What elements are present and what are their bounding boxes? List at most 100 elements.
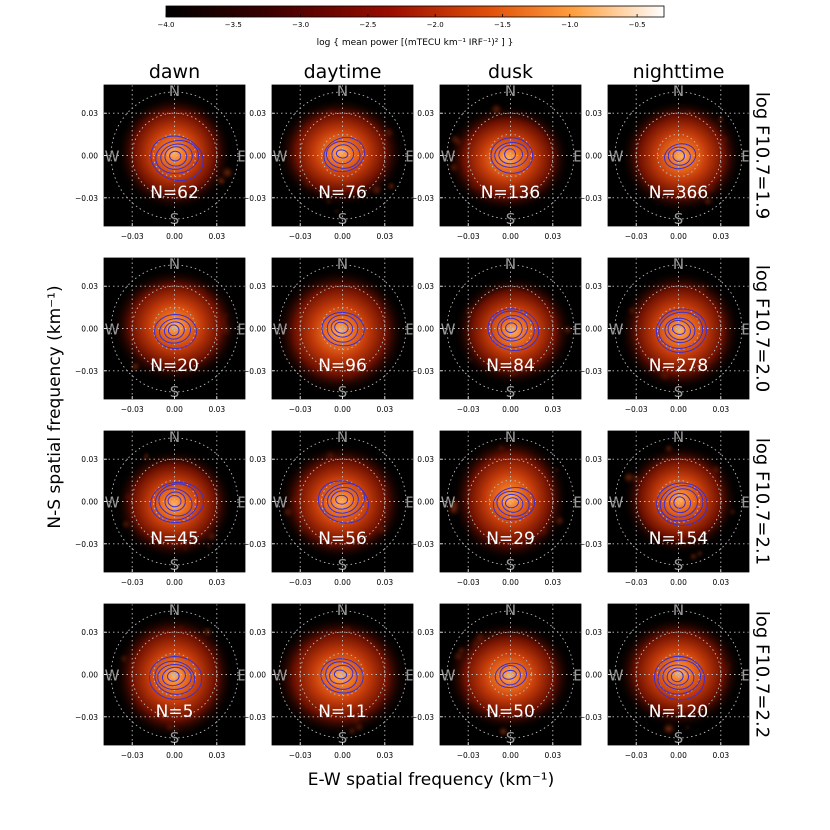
contour-line xyxy=(153,313,197,350)
contour-line xyxy=(664,143,697,170)
contour-line xyxy=(167,324,180,337)
compass-S: S xyxy=(170,556,180,574)
y-tick-label: 0.00 xyxy=(417,325,434,334)
x-tick-label: −0.03 xyxy=(289,405,312,414)
grid-circle xyxy=(446,264,575,393)
heatmap-panel: N S W E N=45 −0.03 −0.03 0.00 0.00 0.03 0.03 xyxy=(75,430,246,587)
grid-circle xyxy=(278,91,407,220)
compass-S: S xyxy=(170,729,180,747)
compass-S: S xyxy=(506,383,516,401)
grid-circle xyxy=(110,437,239,566)
power-heat xyxy=(619,98,743,214)
grid-circle xyxy=(614,91,743,220)
contour-line xyxy=(490,310,535,348)
compass-E: E xyxy=(741,667,750,685)
compass-W: W xyxy=(273,321,288,339)
x-tick-label: 0.03 xyxy=(208,578,225,587)
y-tick-label: 0.00 xyxy=(249,498,266,507)
compass-N: N xyxy=(169,82,180,100)
y-tick-label: 0.03 xyxy=(585,282,602,291)
contour-line xyxy=(667,146,691,166)
contour-line xyxy=(157,664,192,690)
y-tick-label: 0.03 xyxy=(417,455,434,464)
contour-line xyxy=(664,317,696,344)
compass-S: S xyxy=(338,210,348,228)
x-tick-label: 0.00 xyxy=(502,405,519,414)
dotted-grid xyxy=(272,604,413,745)
compass-E: E xyxy=(237,321,246,339)
compass-N: N xyxy=(673,428,684,446)
sample-count: N=11 xyxy=(318,702,367,722)
compass-E: E xyxy=(741,148,750,166)
contour-line xyxy=(504,497,520,509)
compass-N: N xyxy=(505,82,516,100)
row-label: log F10.7=2.1 xyxy=(752,438,773,565)
dotted-grid xyxy=(608,85,749,226)
compass-N: N xyxy=(337,255,348,273)
column-title-nighttime: nighttime xyxy=(633,61,725,83)
compass-S: S xyxy=(338,383,348,401)
contour-lines xyxy=(655,308,707,353)
contour-line xyxy=(494,141,529,168)
column-title-dusk: dusk xyxy=(488,61,533,83)
compass-S: S xyxy=(338,556,348,574)
power-blob xyxy=(334,209,339,214)
colorbar-tick-label: −1.5 xyxy=(494,21,511,29)
compass-E: E xyxy=(405,321,414,339)
compass-E: E xyxy=(741,494,750,512)
compass-S: S xyxy=(338,729,348,747)
contour-lines xyxy=(490,137,534,174)
grid-circle xyxy=(320,133,365,178)
compass-N: N xyxy=(169,255,180,273)
contour-line xyxy=(669,492,692,514)
x-tick-label: −0.03 xyxy=(625,578,648,587)
x-tick-label: −0.03 xyxy=(121,405,144,414)
compass-E: E xyxy=(237,494,246,512)
x-tick-label: 0.03 xyxy=(712,578,729,587)
compass-N: N xyxy=(337,428,348,446)
y-tick-label: 0.00 xyxy=(249,325,266,334)
sample-count: N=45 xyxy=(150,529,199,549)
x-tick-label: 0.03 xyxy=(376,751,393,760)
contour-line xyxy=(150,481,205,524)
x-tick-label: −0.03 xyxy=(457,232,480,241)
y-tick-label: −0.03 xyxy=(75,540,98,549)
compass-W: W xyxy=(609,494,624,512)
compass-S: S xyxy=(506,556,516,574)
grid-circle xyxy=(278,264,407,393)
colorbar-gradient xyxy=(165,5,665,18)
grid-circle xyxy=(152,479,197,524)
contour-line xyxy=(155,140,200,174)
contour-line xyxy=(323,136,365,173)
row-label: log F10.7=2.2 xyxy=(752,611,773,738)
heatmap-panel: N S W E N=62 −0.03 −0.03 0.00 0.00 0.03 0.03 xyxy=(75,82,246,241)
compass-S: S xyxy=(170,210,180,228)
grid-circle xyxy=(320,652,365,697)
y-tick-label: 0.00 xyxy=(585,325,602,334)
row-label: log F10.7=2.0 xyxy=(752,265,773,392)
compass-W: W xyxy=(105,667,120,685)
contour-line xyxy=(663,488,699,518)
contour-line xyxy=(335,149,349,159)
contour-lines xyxy=(148,656,203,700)
x-tick-label: 0.00 xyxy=(166,405,183,414)
contour-line xyxy=(672,149,686,162)
y-tick-label: 0.03 xyxy=(585,628,602,637)
x-tick-label: −0.03 xyxy=(457,405,480,414)
dotted-grid xyxy=(272,431,413,572)
y-tick-label: 0.03 xyxy=(249,282,266,291)
x-tick-label: 0.00 xyxy=(502,578,519,587)
heatmap-panel: N S W E N=50 −0.03 −0.03 0.00 0.00 0.03 0.03 xyxy=(411,603,582,760)
contour-lines xyxy=(323,136,365,173)
y-tick-label: 0.00 xyxy=(81,152,98,161)
contour-line xyxy=(666,667,690,686)
y-tick-label: −0.03 xyxy=(75,367,98,376)
contour-line xyxy=(497,315,528,342)
x-tick-label: −0.03 xyxy=(289,232,312,241)
x-tick-label: 0.03 xyxy=(208,405,225,414)
contour-line xyxy=(161,666,186,687)
x-tick-label: 0.00 xyxy=(166,578,183,587)
contour-lines xyxy=(653,655,705,701)
panel-grid: N S W E N=62 −0.03 −0.03 0.00 0.00 0.03 0.03 N S W E N=… xyxy=(75,82,750,760)
x-tick-label: 0.00 xyxy=(334,578,351,587)
